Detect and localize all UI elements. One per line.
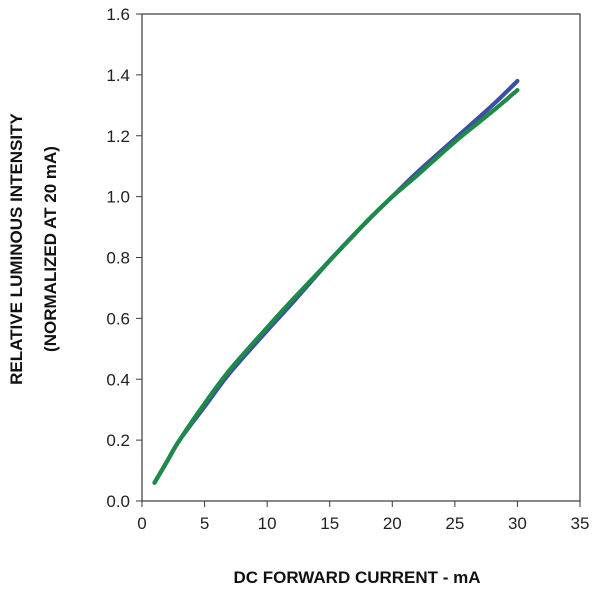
x-tick-label: 30 bbox=[508, 514, 527, 533]
y-axis-label-line2: (NORMALIZED AT 20 mA) bbox=[41, 146, 60, 352]
x-tick-label: 0 bbox=[137, 514, 146, 533]
x-tick-label: 20 bbox=[383, 514, 402, 533]
y-axis-label-line1: RELATIVE LUMINOUS INTENSITY bbox=[7, 112, 26, 384]
y-tick-label: 1.2 bbox=[106, 127, 130, 146]
y-axis-ticks: 0.0 0.2 0.4 0.6 0.8 1.0 1.2 1.4 1.6 bbox=[106, 5, 142, 511]
y-axis-label: RELATIVE LUMINOUS INTENSITY (NORMALIZED … bbox=[7, 112, 60, 384]
x-tick-label: 5 bbox=[200, 514, 209, 533]
y-tick-label: 1.4 bbox=[106, 66, 130, 85]
y-tick-label: 1.6 bbox=[106, 5, 130, 24]
y-tick-label: 0.2 bbox=[106, 431, 130, 450]
x-tick-label: 10 bbox=[258, 514, 277, 533]
y-tick-label: 0.8 bbox=[106, 249, 130, 268]
plot-area bbox=[141, 13, 581, 502]
y-tick-label: 1.0 bbox=[106, 188, 130, 207]
x-axis-label: DC FORWARD CURRENT - mA bbox=[233, 568, 480, 587]
y-tick-label: 0.4 bbox=[106, 370, 130, 389]
series-lines bbox=[152, 78, 520, 485]
y-tick-label: 0.0 bbox=[106, 492, 130, 511]
x-tick-label: 15 bbox=[320, 514, 339, 533]
x-axis-ticks: 0 5 10 15 20 25 30 35 bbox=[137, 501, 589, 533]
y-tick-label: 0.6 bbox=[106, 309, 130, 328]
x-tick-label: 25 bbox=[445, 514, 464, 533]
x-tick-label: 35 bbox=[571, 514, 590, 533]
series-line-2 bbox=[152, 87, 520, 485]
